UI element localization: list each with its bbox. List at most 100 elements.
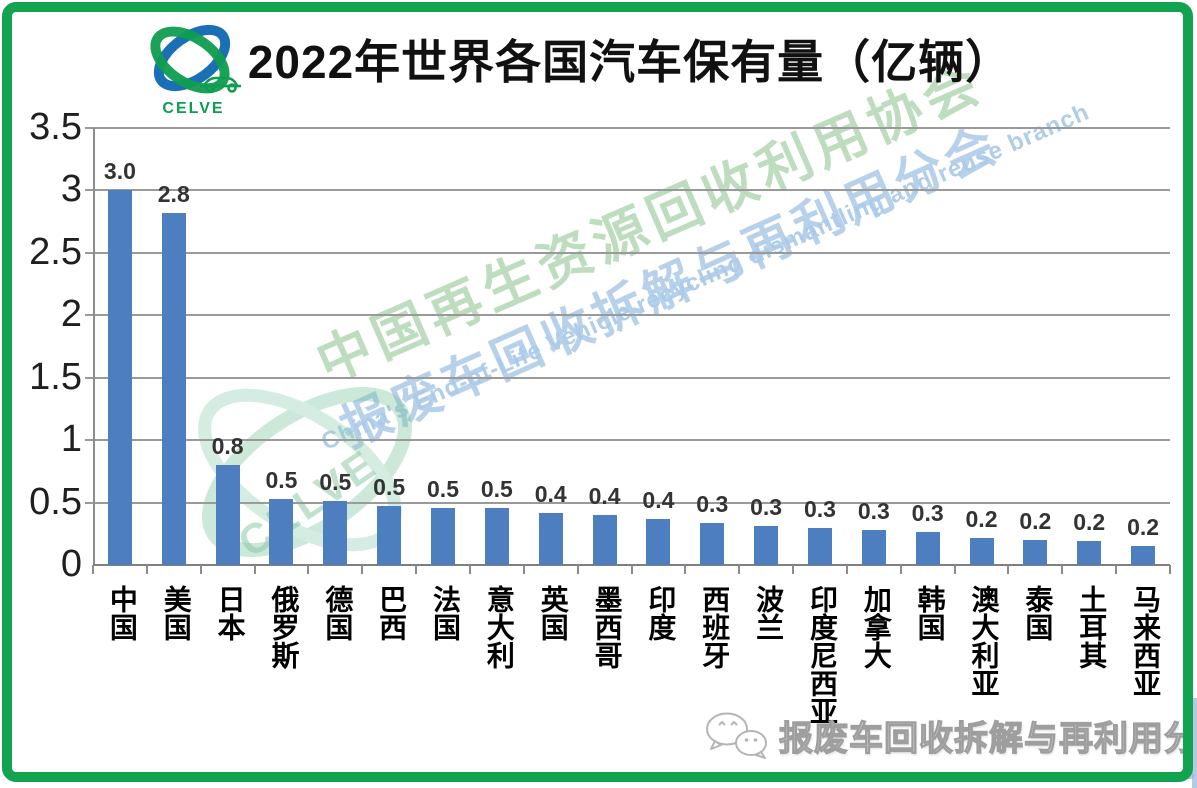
bar-value-label: 0.3 [750,494,783,521]
gridline [85,251,1170,254]
gridline [85,189,1170,192]
page-background-sliver [1192,698,1197,788]
category-label: 中国 [106,585,138,641]
bar [269,498,294,565]
bar [1131,545,1156,565]
bar-value-label: 0.3 [803,496,836,523]
x-axis-tick [1007,565,1010,574]
bar [1023,540,1048,565]
bar-value-label: 0.5 [427,475,459,502]
celve-logo-icon [150,24,242,94]
x-axis-tick [522,565,525,574]
bar-value-label: 0.4 [642,486,675,513]
y-axis-label: 3 [60,168,82,211]
bar-value-label: 0.4 [534,480,567,507]
bar-value-label: 0.5 [319,469,352,496]
bar [161,212,186,565]
category-label: 韩国 [914,585,946,641]
category-label: 美国 [160,585,192,641]
page-background-sliver [1138,772,1194,779]
x-axis-tick [199,565,202,574]
bar-value-label: 0.3 [911,499,944,526]
category-label: 印度 [645,585,677,641]
category-label: 波兰 [753,585,785,641]
category-label: 意大利 [483,585,515,669]
gridline [85,376,1170,379]
bar-value-label: 0.3 [696,490,729,517]
bar [484,507,509,565]
bar [107,190,132,565]
x-axis-tick [953,565,956,574]
gridline [85,314,1170,317]
bar [215,465,240,565]
x-axis-tick [468,565,471,574]
bar [700,522,725,565]
y-axis-label: 1 [60,418,82,461]
bar [754,526,779,565]
bar [861,530,886,565]
bar-value-label: 0.2 [1019,508,1052,535]
category-label: 马来西亚 [1130,585,1162,697]
bar-value-label: 0.5 [373,474,406,501]
footer-credit: 报废车回收拆解与再利用分会 [703,708,1197,762]
category-label: 土耳其 [1076,585,1108,669]
x-axis-tick [415,565,418,574]
x-axis-tick [899,565,902,574]
gridline [85,501,1170,504]
x-axis-tick [845,565,848,574]
bar-value-label: 0.5 [480,475,513,502]
category-label: 加拿大 [860,585,892,669]
x-axis-tick [307,565,310,574]
bar [807,528,832,565]
x-axis-tick [684,565,687,574]
category-label: 德国 [322,585,354,641]
x-axis-tick [630,565,633,574]
x-axis-tick [792,565,795,574]
y-axis-label: 0.5 [29,480,82,523]
celve-logo: CELVE [146,18,242,118]
category-label: 泰国 [1022,585,1054,641]
bar [323,501,348,565]
celve-logo-label: CELVE [162,100,225,117]
bar-value-label: 0.2 [1073,509,1106,536]
y-axis-label: 2.5 [29,230,82,273]
y-axis-label: 2 [60,293,82,336]
bar-value-label: 0.8 [211,433,244,460]
car-icon [200,76,242,93]
chart-title: 2022年世界各国汽车保有量（亿辆） [247,36,1013,88]
category-label: 俄罗斯 [268,585,300,669]
bar-value-label: 3.0 [103,158,136,185]
y-axis-label: 0 [60,543,82,585]
bar [646,518,671,565]
bar [915,531,940,565]
category-label: 印度尼西亚 [806,585,838,725]
x-axis-tick [92,565,94,574]
category-label: 墨西哥 [591,585,623,669]
bar [1077,541,1102,565]
bar [377,506,402,565]
x-axis-tick [1061,565,1064,574]
bar [969,538,994,565]
bar-value-label: 0.2 [1127,513,1160,540]
footer-credit-label: 报废车回收拆解与再利用分会 [778,719,1197,758]
y-axis-line [93,128,95,565]
category-label: 法国 [430,585,462,641]
bar [431,507,456,565]
wechat-icon [706,712,767,759]
x-axis-tick [738,565,741,574]
x-axis-tick [145,565,148,574]
x-axis-tick [576,565,579,574]
y-axis-label: 1.5 [29,355,82,398]
bar [538,512,563,565]
gridline [85,127,1170,129]
bar-value-label: 0.3 [857,498,890,525]
bar [592,515,617,565]
x-axis-tick [1169,565,1171,574]
category-label: 西班牙 [699,585,731,669]
bar-value-label: 2.8 [157,180,190,207]
x-axis-tick [253,565,256,574]
category-label: 英国 [537,585,569,641]
category-label: 巴西 [376,585,408,641]
